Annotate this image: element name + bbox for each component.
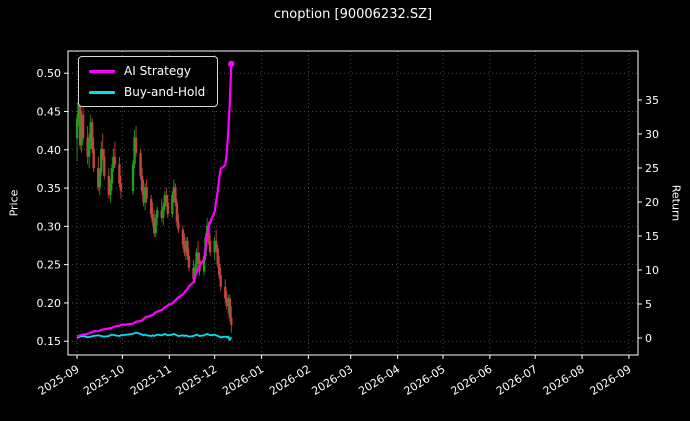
svg-text:35: 35 [645,94,659,107]
legend: AI Strategy Buy-and-Hold [78,56,219,107]
svg-text:0.15: 0.15 [37,335,62,348]
legend-label-ai-strategy: AI Strategy [124,64,191,78]
svg-text:25: 25 [645,162,659,175]
svg-text:0.35: 0.35 [37,182,62,195]
svg-text:2026-09: 2026-09 [588,363,634,398]
svg-text:2026-04: 2026-04 [356,363,402,398]
svg-text:2025-09: 2025-09 [36,363,82,398]
buy-and-hold-line-swatch [89,90,115,94]
svg-text:2025-12: 2025-12 [173,363,219,398]
legend-item-ai-strategy: AI Strategy [89,64,205,78]
svg-text:15: 15 [645,230,659,243]
svg-text:2026-08: 2026-08 [541,363,587,398]
svg-text:30: 30 [645,128,659,141]
svg-text:2026-06: 2026-06 [449,363,495,398]
svg-text:0.40: 0.40 [37,144,62,157]
svg-text:0.50: 0.50 [37,67,62,80]
ai-strategy-line-swatch [89,69,115,73]
svg-text:10: 10 [645,264,659,277]
svg-text:2025-11: 2025-11 [128,363,174,398]
svg-text:2026-02: 2026-02 [267,363,313,398]
svg-text:2026-05: 2026-05 [402,363,448,398]
legend-label-buy-and-hold: Buy-and-Hold [124,85,206,99]
svg-text:2026-01: 2026-01 [220,363,266,398]
svg-text:0.45: 0.45 [37,105,62,118]
svg-text:0.25: 0.25 [37,259,62,272]
svg-text:2026-03: 2026-03 [309,363,355,398]
legend-item-buy-and-hold: Buy-and-Hold [89,85,205,99]
svg-text:20: 20 [645,196,659,209]
chart-title: cnoption [90006232.SZ] [273,7,433,22]
svg-text:0.20: 0.20 [37,297,62,310]
svg-text:2025-10: 2025-10 [81,363,127,398]
svg-text:2026-07: 2026-07 [494,363,540,398]
svg-text:0.30: 0.30 [37,220,62,233]
svg-text:0: 0 [645,332,652,345]
svg-text:5: 5 [645,298,652,311]
